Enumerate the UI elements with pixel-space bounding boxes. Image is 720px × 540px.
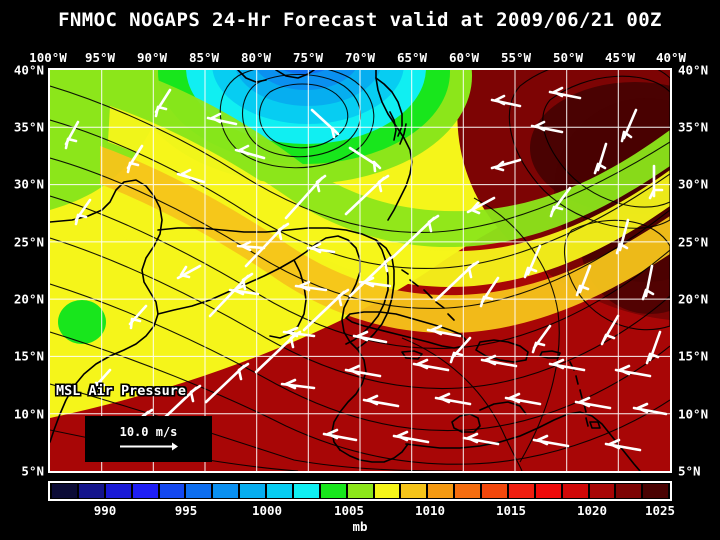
colorbar-swatch-14 (428, 484, 454, 498)
colorbar-swatch-3 (132, 484, 158, 498)
lat-tick-right-7: 5°N (678, 463, 701, 479)
colorbar-tick-4: 1010 (414, 503, 446, 518)
lon-tick-9: 55°W (500, 50, 532, 65)
colorbar-tick-1: 995 (174, 503, 198, 518)
colorbar-swatch-17 (508, 484, 534, 498)
colorbar-swatch-19 (562, 484, 588, 498)
map-clip (50, 70, 670, 471)
lon-tick-1: 95°W (84, 50, 116, 65)
lat-tick-left-0: 40°N (13, 62, 44, 78)
lat-tick-right-1: 35°N (678, 119, 709, 135)
lon-tick-10: 50°W (552, 50, 584, 65)
colorbar-swatch-20 (589, 484, 615, 498)
lat-tick-right-6: 10°N (678, 406, 709, 422)
colorbar-swatch-21 (616, 484, 642, 498)
right-arrow-icon (119, 442, 178, 451)
colorbar-swatch-18 (535, 484, 561, 498)
lat-tick-right-2: 30°N (678, 176, 709, 192)
lon-tick-3: 85°W (188, 50, 220, 65)
colorbar-swatch-6 (213, 484, 239, 498)
colorbar-swatch-15 (455, 484, 480, 498)
lat-tick-right-3: 25°N (678, 234, 709, 250)
lat-tick-left-7: 5°N (21, 463, 44, 479)
wind-scale-key: 10.0 m/s (85, 416, 212, 462)
wind-scale-value: 10.0 m/s (119, 425, 178, 439)
lat-tick-left-6: 10°N (13, 406, 44, 422)
colorbar-tick-0: 990 (93, 503, 117, 518)
colorbar-tick-2: 1000 (251, 503, 283, 518)
lat-tick-left-1: 35°N (13, 119, 44, 135)
colorbar-swatch-2 (105, 484, 131, 498)
map-plot-area[interactable] (48, 68, 672, 473)
lon-tick-5: 75°W (292, 50, 324, 65)
colorbar-tick-5: 1015 (495, 503, 527, 518)
colorbar-tick-3: 1005 (333, 503, 365, 518)
colorbar-swatch-22 (643, 484, 669, 498)
lat-tick-right-0: 40°N (678, 62, 709, 78)
pressure-field-map (50, 70, 670, 471)
colorbar-swatch-5 (186, 484, 212, 498)
colorbar-swatch-1 (78, 484, 104, 498)
lon-tick-7: 65°W (396, 50, 428, 65)
colorbar-swatch-0 (52, 484, 77, 498)
colorbar-swatch-16 (482, 484, 507, 498)
lat-tick-left-4: 20°N (13, 291, 44, 307)
colorbar-swatch-11 (347, 484, 373, 498)
lat-tick-right-4: 20°N (678, 291, 709, 307)
page-title: FNMOC NOGAPS 24-Hr Forecast valid at 200… (58, 9, 662, 31)
colorbar-tick-7: 1025 (644, 503, 676, 518)
lon-tick-11: 45°W (604, 50, 636, 65)
lat-tick-right-5: 15°N (678, 348, 709, 364)
colorbar-tick-6: 1020 (576, 503, 608, 518)
lat-tick-left-3: 25°N (13, 234, 44, 250)
lat-tick-left-2: 30°N (13, 176, 44, 192)
lon-tick-12: 40°W (655, 50, 687, 65)
colorbar-swatch-13 (401, 484, 427, 498)
colorbar-swatch-8 (267, 484, 292, 498)
colorbar-unit-label: mb (352, 519, 368, 534)
lon-tick-8: 60°W (448, 50, 480, 65)
colorbar-swatch-7 (240, 484, 265, 498)
lat-tick-left-5: 15°N (13, 348, 44, 364)
colorbar-swatch-9 (293, 484, 319, 498)
lon-tick-6: 70°W (344, 50, 376, 65)
lon-tick-2: 90°W (136, 50, 168, 65)
colorbar-swatch-4 (159, 484, 185, 498)
colorbar-swatch-12 (374, 484, 400, 498)
colorbar[interactable] (48, 481, 672, 501)
field-label: MSL Air Pressure (56, 383, 187, 399)
lon-tick-0: 100°W (29, 50, 67, 65)
colorbar-swatch-10 (320, 484, 346, 498)
lon-tick-4: 80°W (240, 50, 272, 65)
